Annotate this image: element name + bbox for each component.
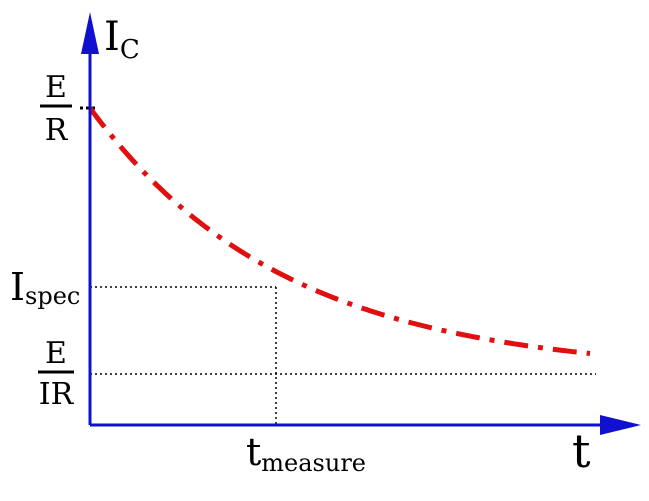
x-axis-arrowhead — [600, 415, 641, 435]
e-over-ir-numerator: E — [45, 336, 67, 371]
e-over-r-numerator: E — [45, 70, 67, 105]
t-measure-label: tmeasure — [246, 430, 366, 477]
e-over-ir-label: E IR — [38, 336, 75, 412]
i-spec-label: Ispec — [10, 265, 80, 310]
y-axis-arrowhead — [81, 12, 99, 54]
y-axis-label: IC — [104, 14, 140, 65]
e-over-ir-denominator: IR — [39, 377, 75, 412]
e-over-r-denominator: R — [45, 113, 69, 148]
current-decay-curve — [87, 106, 591, 356]
x-axis-label: t — [572, 424, 591, 478]
e-over-r-label: E R — [40, 70, 72, 148]
